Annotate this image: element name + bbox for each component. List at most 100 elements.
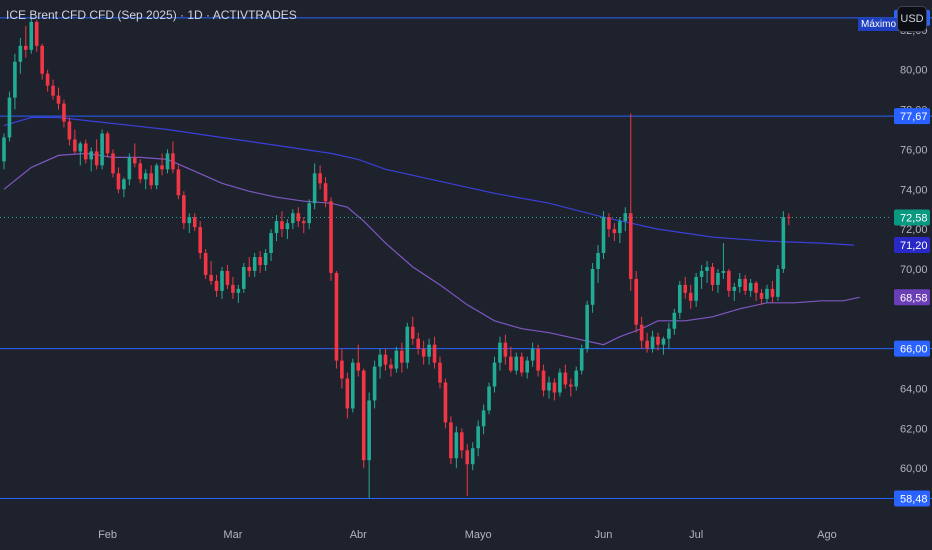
price-tick-label: 72,00 [900, 224, 928, 236]
candle-body [2, 137, 6, 162]
candle [400, 342, 404, 373]
candle [460, 428, 464, 459]
candle [291, 209, 295, 230]
candle [345, 372, 350, 419]
candle [563, 364, 568, 389]
candle [737, 272, 742, 293]
candle [743, 274, 747, 295]
candle [492, 356, 497, 393]
price-tick-label: 64,00 [900, 384, 928, 396]
candle-body [569, 384, 573, 387]
candle-body [476, 426, 480, 449]
candle-body [122, 179, 126, 190]
candle-body [596, 253, 600, 269]
candle [187, 213, 192, 234]
candle-body [285, 223, 290, 230]
candle-body [563, 372, 568, 385]
candle-body [307, 203, 311, 224]
candle-body [127, 157, 132, 180]
candle [547, 376, 551, 399]
price-badge-label: 58,48 [900, 493, 928, 505]
candle [476, 420, 480, 457]
candle-body [628, 213, 633, 279]
price-tick-label: 60,00 [900, 463, 928, 475]
price-badge-label: 66,00 [900, 344, 928, 356]
candle [378, 348, 382, 379]
candle [574, 366, 579, 391]
candle [78, 141, 83, 166]
candle-body [498, 342, 502, 363]
candle-body [699, 270, 704, 277]
price-badge-label: 71,20 [900, 240, 928, 252]
candle [24, 25, 28, 58]
currency-button[interactable]: USD [897, 6, 927, 32]
candle [552, 378, 557, 401]
candle [242, 262, 246, 293]
candle-body [40, 45, 44, 74]
candle-body [301, 221, 306, 224]
candle-body [432, 344, 437, 363]
candle [361, 368, 366, 469]
level-price-badge: 77,67 [894, 108, 930, 125]
candle [536, 344, 540, 377]
candle [116, 167, 121, 194]
candle [258, 251, 262, 273]
candle [165, 149, 170, 174]
candle [661, 336, 666, 355]
candle [498, 336, 502, 371]
candle-body [492, 362, 497, 387]
candle-body [274, 221, 279, 234]
candle [340, 348, 344, 389]
candle-body [525, 360, 529, 373]
candle [405, 322, 410, 369]
candle-body [781, 217, 786, 269]
price-tick-label: 74,00 [900, 184, 928, 196]
candle [612, 223, 617, 242]
price-tick-label: 62,00 [900, 423, 928, 435]
time-tick-label: Mayo [465, 529, 492, 541]
candle [269, 229, 273, 261]
candle-body [721, 270, 726, 273]
price-badge-bg [894, 340, 930, 357]
candle-body [291, 213, 295, 224]
candle [770, 280, 775, 303]
candle [34, 19, 39, 52]
candle [672, 308, 677, 335]
candle-body [247, 266, 252, 271]
candle [732, 282, 737, 301]
candle-body [203, 253, 208, 275]
candle [7, 91, 12, 142]
candle-body [45, 73, 50, 86]
candle [296, 207, 301, 228]
candle-body [748, 282, 753, 291]
candle [514, 352, 519, 375]
candle-body [634, 278, 638, 325]
time-axis[interactable]: Feb Mar Abr Mayo Jun Jul Ago [98, 529, 837, 541]
candle-body [116, 173, 121, 190]
candle-body [585, 304, 589, 349]
candle-body [590, 268, 595, 305]
candle-body [623, 213, 628, 222]
candle-body [552, 382, 557, 393]
candle [171, 141, 175, 174]
max-label: Máximo [858, 18, 900, 31]
candle-body [225, 270, 230, 285]
candle [13, 53, 17, 110]
candle [334, 270, 339, 369]
candle [699, 264, 704, 289]
price-tick-label: 76,00 [900, 144, 928, 156]
candle [356, 344, 361, 377]
candle-body [51, 85, 55, 96]
candle-body [34, 21, 39, 46]
candle-body [263, 253, 268, 265]
candle [220, 266, 224, 299]
candle-body [171, 153, 175, 170]
candle [650, 330, 655, 353]
candle-body [579, 348, 584, 371]
candle-body [732, 286, 737, 291]
candle [45, 69, 50, 92]
candle-body [656, 336, 660, 345]
candle-body [67, 121, 72, 140]
candle-body [678, 284, 682, 313]
